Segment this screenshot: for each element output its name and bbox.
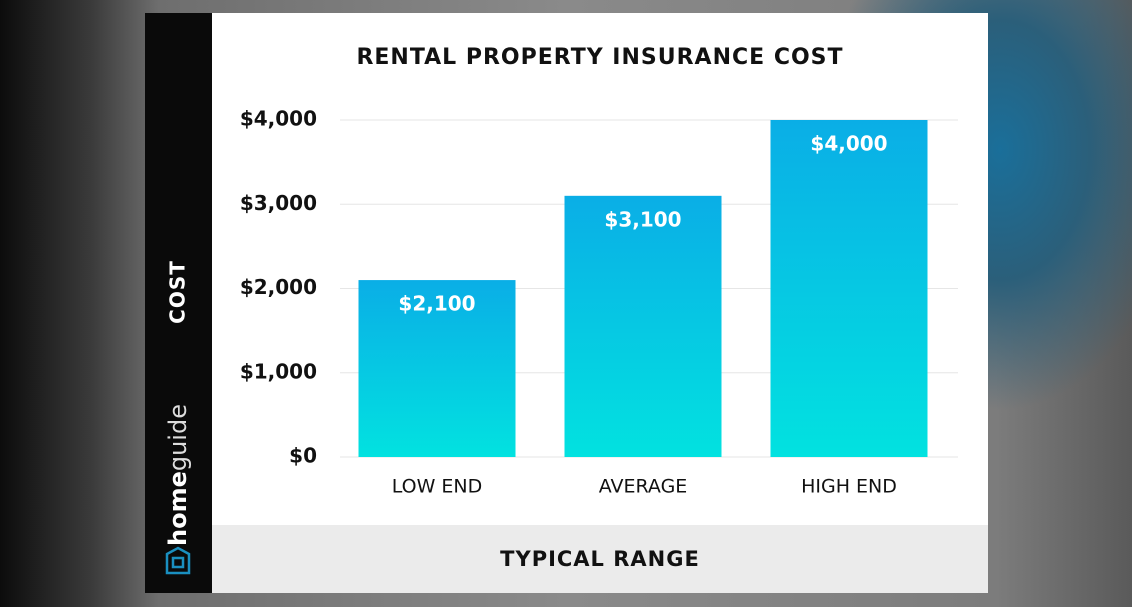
- y-tick-label: $0: [289, 444, 317, 468]
- value-label: $3,100: [604, 207, 681, 231]
- y-tick-label: $2,000: [240, 275, 317, 299]
- brand-icon: [165, 546, 191, 575]
- y-tick-label: $4,000: [240, 107, 317, 131]
- y-axis-label: COST: [166, 260, 190, 324]
- brand: homeguide: [164, 404, 192, 546]
- bar: [564, 195, 722, 457]
- y-tick-label: $3,000: [240, 191, 317, 215]
- x-tick-label: LOW END: [392, 476, 483, 498]
- x-label-band: [212, 525, 988, 593]
- bar: [358, 280, 516, 457]
- value-label: $4,000: [810, 132, 887, 156]
- y-tick-label: $1,000: [240, 359, 317, 383]
- bar: [770, 120, 928, 457]
- x-tick-label: HIGH END: [801, 476, 897, 498]
- brand-light: guide: [164, 404, 192, 471]
- brand-bold: home: [164, 471, 192, 546]
- value-label: $2,100: [398, 292, 475, 316]
- sidebar: [145, 13, 212, 593]
- chart-title: RENTAL PROPERTY INSURANCE COST: [356, 45, 843, 70]
- x-axis-label: TYPICAL RANGE: [500, 547, 700, 571]
- x-tick-label: AVERAGE: [599, 476, 688, 498]
